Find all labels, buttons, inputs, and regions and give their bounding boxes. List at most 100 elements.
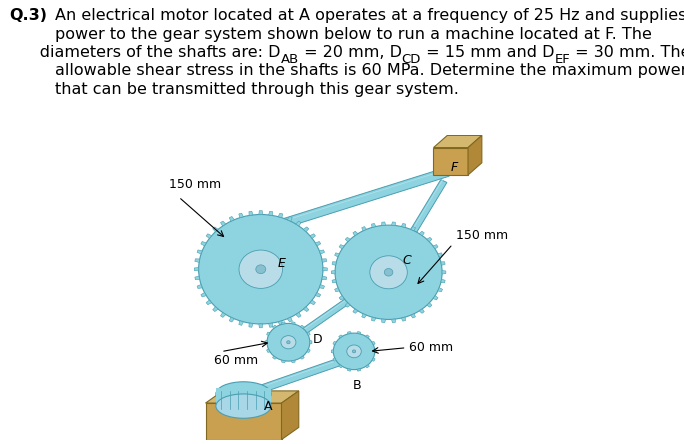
Polygon shape xyxy=(194,268,198,271)
Polygon shape xyxy=(419,309,424,313)
Polygon shape xyxy=(197,285,202,289)
Polygon shape xyxy=(371,317,376,321)
Text: E: E xyxy=(278,257,286,270)
Polygon shape xyxy=(291,360,295,363)
Polygon shape xyxy=(362,226,367,231)
Text: that can be transmitted through this gear system.: that can be transmitted through this gea… xyxy=(55,82,458,97)
Polygon shape xyxy=(267,332,270,336)
Polygon shape xyxy=(427,303,432,307)
Polygon shape xyxy=(353,309,358,313)
Polygon shape xyxy=(295,221,301,226)
Polygon shape xyxy=(287,217,292,221)
Polygon shape xyxy=(322,276,327,280)
Bar xyxy=(205,403,282,440)
Text: Q.3): Q.3) xyxy=(9,8,47,23)
Polygon shape xyxy=(402,317,406,321)
Polygon shape xyxy=(315,242,321,246)
Polygon shape xyxy=(278,321,282,325)
Polygon shape xyxy=(307,349,311,353)
Polygon shape xyxy=(287,270,391,345)
Polygon shape xyxy=(310,341,312,344)
Polygon shape xyxy=(434,135,482,147)
Polygon shape xyxy=(282,322,285,324)
Polygon shape xyxy=(438,288,443,292)
Polygon shape xyxy=(371,223,376,227)
Text: An electrical motor located at A operates at a frequency of 25 Hz and supplies: An electrical motor located at A operate… xyxy=(55,8,684,23)
Polygon shape xyxy=(347,369,352,371)
Polygon shape xyxy=(201,293,207,297)
Polygon shape xyxy=(334,288,339,292)
Text: = 15 mm and D: = 15 mm and D xyxy=(421,45,555,60)
Polygon shape xyxy=(410,313,415,318)
Polygon shape xyxy=(468,135,482,175)
Circle shape xyxy=(287,341,290,344)
Polygon shape xyxy=(334,253,339,257)
Polygon shape xyxy=(438,253,443,257)
Polygon shape xyxy=(278,213,282,218)
Polygon shape xyxy=(310,300,315,305)
Polygon shape xyxy=(332,279,337,283)
Polygon shape xyxy=(402,223,406,227)
Polygon shape xyxy=(206,300,211,305)
Polygon shape xyxy=(440,279,445,283)
Text: D: D xyxy=(313,333,322,346)
Polygon shape xyxy=(375,350,377,353)
Polygon shape xyxy=(345,238,350,242)
Polygon shape xyxy=(365,365,369,368)
Polygon shape xyxy=(229,317,235,322)
Polygon shape xyxy=(442,270,446,274)
Polygon shape xyxy=(372,358,375,361)
Polygon shape xyxy=(332,262,337,266)
Text: AB: AB xyxy=(280,53,299,66)
Polygon shape xyxy=(206,234,211,238)
Circle shape xyxy=(267,323,310,361)
Polygon shape xyxy=(249,211,253,215)
Polygon shape xyxy=(410,226,415,231)
Polygon shape xyxy=(239,213,244,218)
Text: = 20 mm, D: = 20 mm, D xyxy=(299,45,402,60)
Polygon shape xyxy=(295,313,301,317)
Circle shape xyxy=(239,250,282,289)
Polygon shape xyxy=(265,341,267,344)
Text: 150 mm: 150 mm xyxy=(456,229,508,242)
Bar xyxy=(434,147,468,175)
Polygon shape xyxy=(391,222,395,226)
Polygon shape xyxy=(333,358,337,361)
Polygon shape xyxy=(246,351,363,397)
Polygon shape xyxy=(391,319,395,323)
Circle shape xyxy=(352,350,356,353)
Polygon shape xyxy=(372,341,375,345)
Polygon shape xyxy=(357,332,360,334)
Polygon shape xyxy=(195,276,200,280)
Polygon shape xyxy=(382,222,386,226)
Polygon shape xyxy=(229,217,235,221)
Text: = 30 mm. The: = 30 mm. The xyxy=(570,45,684,60)
Polygon shape xyxy=(300,356,304,359)
Polygon shape xyxy=(339,335,343,338)
Polygon shape xyxy=(282,360,285,363)
Polygon shape xyxy=(331,270,335,274)
Text: 60 mm: 60 mm xyxy=(408,341,453,354)
Polygon shape xyxy=(273,356,276,359)
Polygon shape xyxy=(307,332,311,336)
Circle shape xyxy=(198,214,323,324)
Polygon shape xyxy=(419,231,424,236)
Polygon shape xyxy=(315,293,321,297)
Polygon shape xyxy=(433,296,438,300)
Polygon shape xyxy=(259,324,263,328)
Polygon shape xyxy=(269,211,273,215)
Polygon shape xyxy=(213,307,218,312)
Polygon shape xyxy=(300,325,304,329)
Text: diameters of the shafts are: D: diameters of the shafts are: D xyxy=(9,45,280,60)
Polygon shape xyxy=(303,227,309,232)
Polygon shape xyxy=(319,250,324,254)
Polygon shape xyxy=(220,313,226,317)
Polygon shape xyxy=(333,341,337,345)
Polygon shape xyxy=(382,319,386,323)
Text: F: F xyxy=(451,161,458,174)
Polygon shape xyxy=(353,231,358,236)
Circle shape xyxy=(335,225,442,319)
Polygon shape xyxy=(282,391,299,440)
Text: power to the gear system shown below to run a machine located at F. The: power to the gear system shown below to … xyxy=(55,27,652,42)
Polygon shape xyxy=(273,325,276,329)
